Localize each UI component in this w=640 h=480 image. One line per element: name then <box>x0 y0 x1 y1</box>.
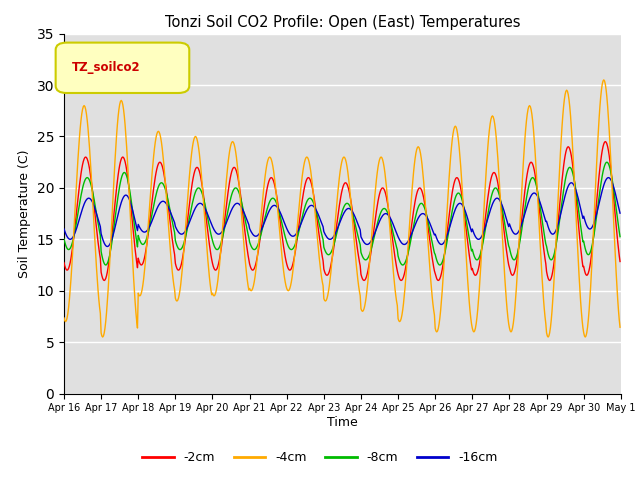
Text: TZ_soilco2: TZ_soilco2 <box>72 61 141 74</box>
Legend: -2cm, -4cm, -8cm, -16cm: -2cm, -4cm, -8cm, -16cm <box>138 446 502 469</box>
Title: Tonzi Soil CO2 Profile: Open (East) Temperatures: Tonzi Soil CO2 Profile: Open (East) Temp… <box>164 15 520 30</box>
FancyBboxPatch shape <box>56 43 189 93</box>
Y-axis label: Soil Temperature (C): Soil Temperature (C) <box>18 149 31 278</box>
X-axis label: Time: Time <box>327 416 358 429</box>
